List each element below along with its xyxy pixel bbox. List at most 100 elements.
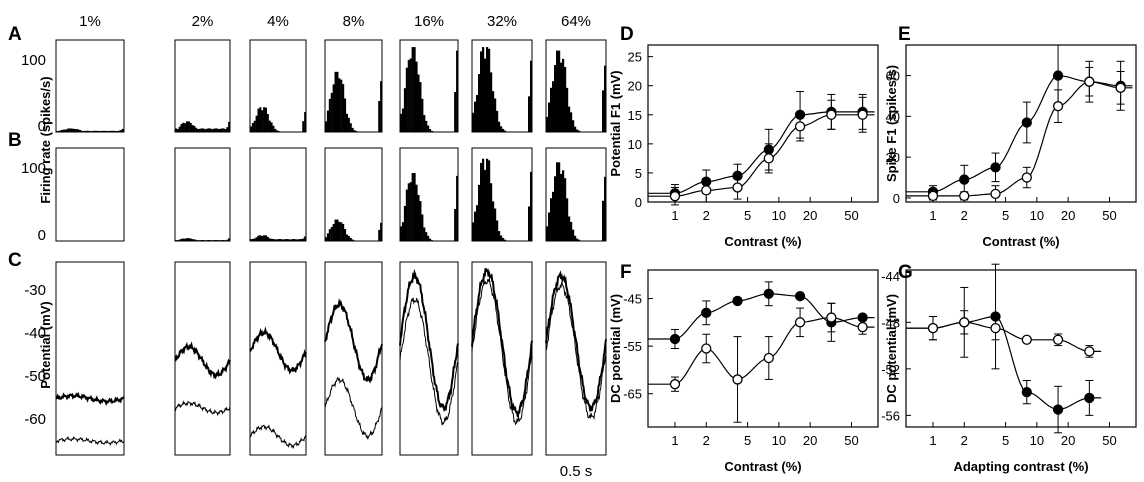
trace-thin [174, 400, 231, 417]
histogram-bar [401, 222, 405, 241]
data-point-open [927, 190, 939, 202]
histogram-bar [272, 125, 275, 132]
histogram-bar [502, 128, 505, 132]
histogram-bar [74, 129, 77, 132]
histogram-bar [193, 239, 196, 241]
histogram-bar [60, 130, 63, 132]
histogram-bar [558, 50, 561, 132]
histogram-bar [349, 123, 352, 132]
histogram-bar [209, 240, 212, 241]
histogram-bar [480, 51, 483, 132]
x-tick-label-5: 5 [744, 208, 751, 223]
potential-panel-C-1 [55, 261, 125, 456]
data-point-open [763, 352, 774, 364]
data-point-filled [732, 295, 743, 307]
fit-curve-open [906, 321, 1102, 352]
histogram-bar [259, 107, 262, 132]
y-tick-label-20: 20 [628, 79, 642, 94]
histogram-bar [186, 238, 189, 241]
x-axis-label: Adapting contrast (%) [953, 459, 1088, 474]
x-tick-label-20: 20 [1061, 208, 1075, 223]
histogram-bar [253, 238, 256, 241]
histogram-bar [80, 130, 84, 132]
histogram-bar [94, 130, 97, 132]
y-tick-label-40: 40 [886, 109, 900, 124]
x-tick-label-1: 1 [671, 433, 678, 448]
histogram-bar [419, 82, 422, 132]
histogram-bar [498, 231, 501, 241]
frame [174, 39, 231, 133]
histogram-bar [502, 237, 505, 241]
data-point-filled [1021, 386, 1032, 398]
histogram-bar [564, 67, 567, 132]
histogram-bar [554, 176, 557, 241]
axes-frame [905, 44, 1137, 203]
histogram-bar [101, 130, 104, 132]
histogram-bar [184, 123, 187, 132]
data-point-open [701, 185, 712, 196]
histogram-bar [403, 205, 406, 241]
histogram-bar [566, 198, 569, 241]
y-tick-label-10: 10 [628, 137, 642, 152]
histogram-bar [353, 240, 356, 241]
histogram-bar [69, 128, 73, 132]
contrast-label-32pct: 32% [487, 13, 517, 30]
histogram-bar [261, 110, 264, 132]
scale-bar-label: 0.5 s [560, 463, 593, 480]
histogram-bar [409, 182, 412, 241]
histogram-bar [85, 130, 88, 132]
histogram-bar [550, 87, 553, 132]
histogram-bar [296, 239, 299, 241]
histogram-bar [330, 92, 333, 132]
trace-thick [545, 270, 607, 412]
histogram-bar [224, 129, 227, 132]
histogram-bar [176, 240, 179, 241]
histogram-bar [378, 100, 381, 132]
histogram-bar [208, 128, 211, 132]
histogram-bar [272, 239, 275, 241]
histogram-bar [250, 126, 253, 132]
histogram-bar [556, 50, 559, 132]
histogram-bar [351, 239, 354, 241]
histogram-bar [121, 128, 125, 132]
x-tick-label-50: 50 [844, 208, 858, 223]
histogram-bar [268, 120, 271, 132]
histogram-bar [604, 176, 607, 241]
histogram-bar [336, 219, 339, 241]
histogram-bar [432, 131, 435, 132]
histogram-bar [400, 226, 403, 241]
trace-thick [249, 326, 307, 375]
histogram-bar [71, 128, 75, 132]
histogram-bar [411, 47, 414, 133]
histogram-bar [62, 129, 66, 132]
histogram-bar [488, 48, 491, 133]
x-tick-label-10: 10 [1030, 433, 1044, 448]
potential-tick-m50: -50 [24, 368, 46, 385]
histogram-bar [345, 234, 348, 241]
x-tick-label-5: 5 [1002, 208, 1009, 223]
histogram-bar [189, 122, 192, 132]
x-tick-label-1: 1 [671, 208, 678, 223]
histogram-A-7 [545, 39, 607, 133]
data-point-open [669, 191, 681, 202]
histogram-bar [264, 235, 267, 241]
histogram-bar [197, 128, 200, 132]
histogram-bar [197, 240, 200, 241]
histogram-bar [191, 125, 194, 132]
histogram-bar [283, 239, 286, 241]
y-axis-label: Spike F1 (spikes/s) [884, 65, 899, 182]
trace-thick [471, 267, 533, 418]
x-tick-label-20: 20 [1061, 433, 1075, 448]
histogram-bar [289, 239, 292, 241]
histogram-A-3 [249, 39, 307, 133]
histogram-bar [411, 173, 414, 241]
histogram-bar [349, 237, 352, 241]
histogram-bar [279, 239, 282, 241]
histogram-bar [340, 79, 343, 132]
histogram-bar [261, 235, 264, 241]
histogram-bar [304, 236, 307, 241]
histogram-bar [423, 115, 426, 132]
potential-panel-C-2 [174, 261, 231, 456]
histogram-bar [476, 205, 479, 241]
histogram-bar [83, 130, 86, 132]
